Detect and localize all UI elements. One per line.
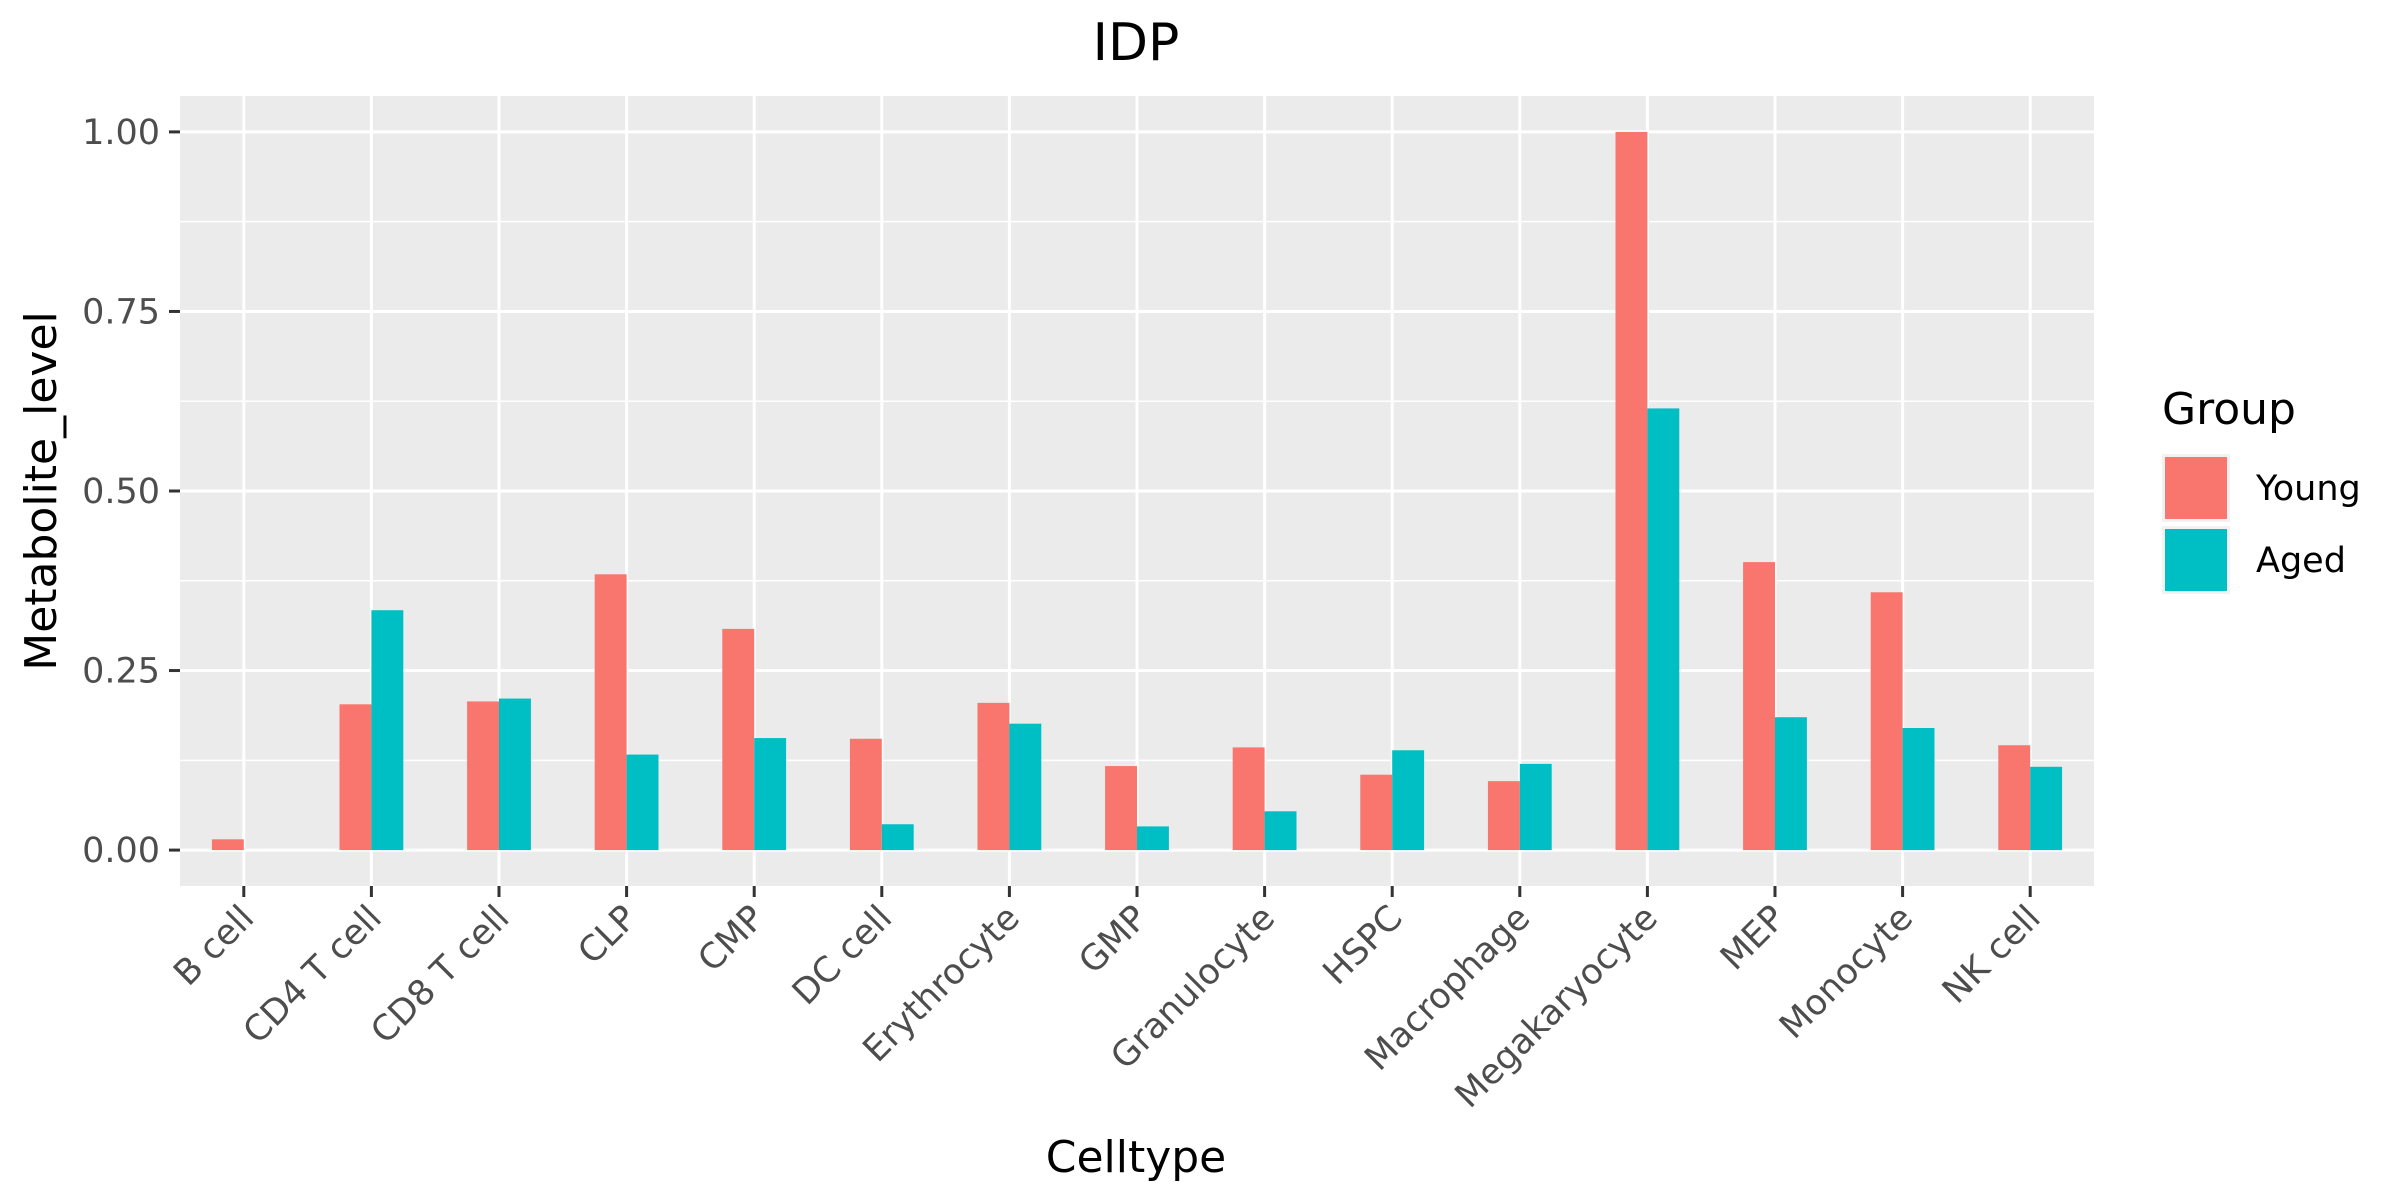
bars-group — [211, 131, 2063, 851]
bar-young-megakaryocyte — [1615, 131, 1648, 851]
x-tick-label: NK cell — [1935, 898, 2048, 1011]
legend-label-young: Young — [2255, 469, 2361, 509]
bar-young-b-cell — [211, 839, 244, 851]
legend: Group Young Aged — [2162, 384, 2361, 594]
bar-aged-gmp — [1137, 826, 1169, 851]
y-tick-label: 0.00 — [82, 831, 160, 871]
bar-young-cd4-t-cell — [339, 704, 372, 851]
y-tick-label: 1.00 — [82, 113, 160, 153]
bar-aged-monocyte — [1902, 728, 1935, 851]
bar-aged-clp — [626, 754, 659, 851]
bar-young-gmp — [1105, 766, 1137, 851]
bar-young-monocyte — [1870, 592, 1903, 851]
bar-aged-macrophage — [1519, 763, 1552, 851]
x-axis-title: Celltype — [1046, 1132, 1227, 1183]
legend-swatch-aged — [2165, 529, 2227, 591]
bar-aged-granulocyte — [1264, 811, 1297, 851]
y-tick-label: 0.25 — [82, 652, 160, 692]
x-tick-label: HSPC — [1316, 898, 1411, 993]
y-axis: 0.00 0.25 0.50 0.75 1.00 — [82, 113, 180, 871]
bar-young-erythrocyte — [977, 702, 1010, 851]
bar-young-clp — [594, 574, 627, 851]
legend-label-aged: Aged — [2256, 541, 2346, 581]
x-tick-label: DC cell — [785, 898, 900, 1013]
legend-title: Group — [2162, 384, 2296, 435]
bar-young-nk-cell — [1998, 745, 2031, 851]
bar-aged-mep — [1775, 717, 1807, 851]
bar-young-mep — [1743, 562, 1775, 851]
bar-aged-cd4-t-cell — [371, 610, 404, 851]
x-tick-label: CD8 T cell — [364, 898, 518, 1052]
bar-aged-nk-cell — [2030, 766, 2063, 851]
x-tick-label: MEP — [1713, 898, 1793, 978]
y-axis-title: Metabolite_level — [16, 311, 67, 671]
bar-young-cmp — [722, 628, 755, 851]
x-tick-label: CLP — [571, 898, 645, 972]
y-tick-label: 0.75 — [82, 292, 160, 332]
legend-swatch-young — [2165, 457, 2227, 519]
bar-aged-erythrocyte — [1009, 723, 1042, 851]
x-tick-label: CMP — [691, 898, 773, 980]
bar-young-hspc — [1360, 774, 1393, 851]
bar-young-granulocyte — [1232, 747, 1265, 851]
bar-aged-cmp — [754, 738, 787, 851]
bar-young-dc-cell — [849, 738, 882, 851]
bar-aged-megakaryocyte — [1647, 408, 1680, 851]
bar-aged-dc-cell — [881, 824, 914, 851]
x-tick-label: Monocyte — [1772, 898, 1921, 1047]
bar-aged-cd8-t-cell — [499, 698, 531, 851]
x-tick-label: CD4 T cell — [236, 898, 390, 1052]
bar-aged-hspc — [1392, 750, 1425, 851]
x-tick-label: GMP — [1072, 898, 1156, 982]
x-tick-label: B cell — [166, 898, 262, 994]
y-tick-label: 0.50 — [82, 472, 160, 512]
bar-young-cd8-t-cell — [467, 701, 499, 851]
bar-young-macrophage — [1487, 781, 1520, 851]
chart-title: IDP — [1093, 13, 1180, 73]
